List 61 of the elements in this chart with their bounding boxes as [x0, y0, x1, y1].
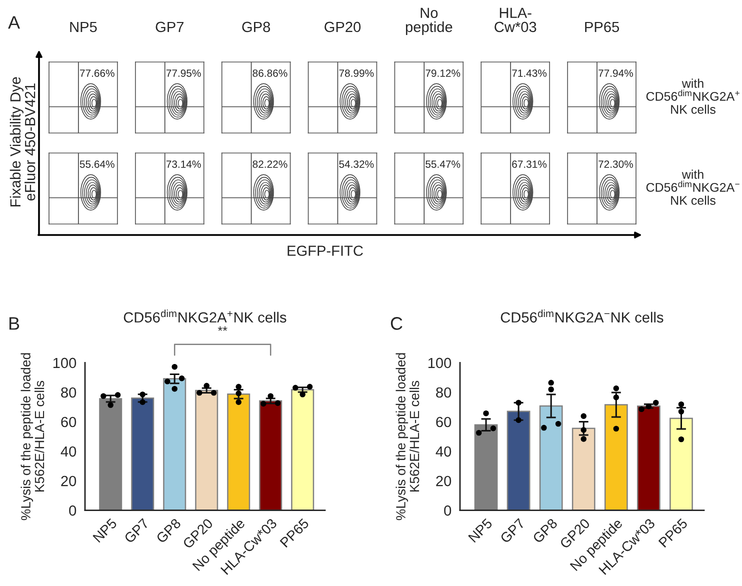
bar	[506, 410, 530, 510]
data-label: 55.64%	[80, 160, 114, 168]
x-tick-label: GP8	[532, 518, 558, 544]
data-label: 78.99%	[339, 69, 374, 77]
y-axis-title: %Lysis of the peptide loaded K562E/HLA-E cells	[396, 353, 420, 520]
text: EGFP-FITC	[288, 246, 363, 256]
y-tick-label: 20	[61, 476, 76, 486]
bar	[604, 404, 628, 510]
category-label: GP7	[156, 22, 184, 32]
chart-title: CD56$^{dim}$NKG2A$^{+}$NK cells	[124, 310, 286, 323]
y-tick-label: 0	[69, 505, 76, 516]
y-tick-label: 100	[428, 358, 452, 368]
data-label: 77.94%	[598, 69, 633, 77]
bar	[131, 398, 154, 510]
y-tick-label: 80	[61, 387, 76, 398]
bar	[163, 378, 186, 510]
text: C	[390, 317, 402, 330]
data-label: 72.30%	[598, 160, 633, 168]
y-tick-label: 0	[444, 505, 452, 516]
chart-title: CD56$^{dim}$NKG2A$^{−}$NK cells	[500, 310, 664, 323]
text: with CD56$^{dim}$NKG2A$^{+}$ NK cells	[646, 78, 740, 114]
bar	[195, 390, 218, 510]
bar	[259, 400, 282, 510]
y-tick-label: 60	[436, 416, 452, 428]
bar	[474, 424, 498, 510]
text: B	[9, 317, 20, 330]
text: with CD56$^{dim}$NKG2A$^{−}$ NK cells	[646, 170, 740, 205]
y-tick-label: 60	[61, 416, 76, 428]
bar	[227, 394, 250, 510]
data-label: 71.43%	[512, 69, 547, 77]
bar	[99, 398, 122, 510]
data-label: 77.95%	[166, 69, 201, 77]
y-axis-title: %Lysis of the peptide loaded K562E/HLA-E cells	[20, 353, 44, 520]
category-label: HLA- Cw*03	[494, 8, 536, 32]
data-label: 54.32%	[339, 160, 374, 168]
x-tick-label: GP8	[156, 518, 182, 544]
bar	[637, 405, 660, 510]
bar	[572, 428, 596, 510]
data-label: 67.31%	[512, 160, 547, 168]
text: **	[218, 326, 228, 331]
category-label: NP5	[70, 22, 97, 32]
category-label: No peptide	[406, 8, 452, 35]
text: A	[8, 16, 20, 29]
data-label: 55.47%	[426, 160, 460, 168]
data-label: 82.22%	[252, 160, 288, 168]
y-tick-label: 80	[436, 387, 452, 398]
bar	[291, 389, 314, 510]
category-label: GP20	[324, 22, 361, 32]
y-tick-label: 40	[60, 446, 76, 457]
bar	[670, 418, 693, 510]
category-label: GP8	[242, 22, 270, 32]
y-tick-label: 40	[436, 446, 452, 457]
y-tick-label: 100	[53, 358, 76, 368]
category-label: PP65	[585, 22, 620, 32]
y-tick-label: 20	[436, 476, 452, 486]
bar	[539, 405, 563, 510]
data-label: 79.12%	[426, 69, 460, 77]
data-label: 86.86%	[252, 69, 288, 77]
text: Fixable Viability Dye eFluor 450-BV421	[10, 77, 36, 206]
data-label: 73.14%	[166, 160, 201, 168]
data-label: 77.66%	[80, 69, 114, 77]
